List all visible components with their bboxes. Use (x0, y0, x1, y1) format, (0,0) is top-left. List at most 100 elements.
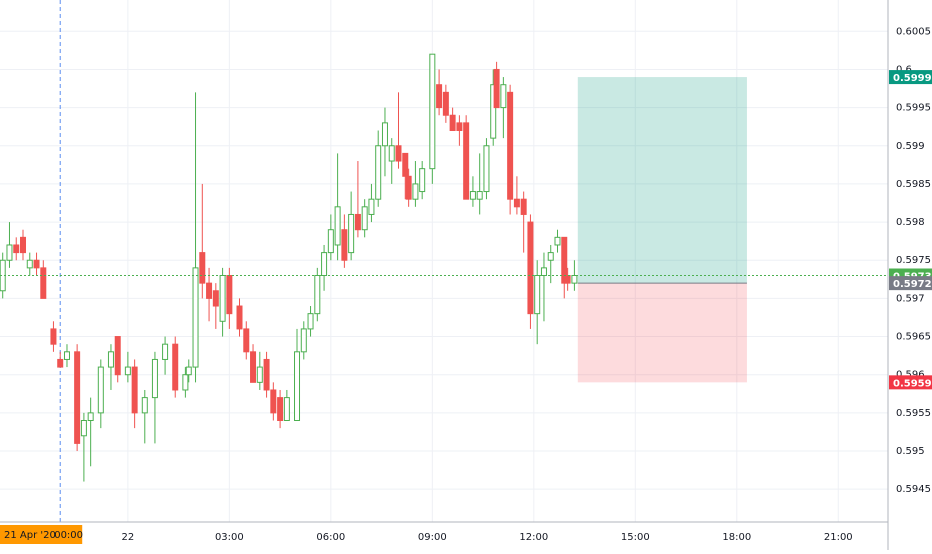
candle-body (354, 213, 361, 231)
candle-body (206, 282, 213, 299)
y-tick-label: 0.6 (896, 64, 912, 75)
candle-body (199, 252, 206, 284)
candle-body (571, 275, 578, 284)
candle-body (534, 275, 541, 315)
candle-body (185, 366, 192, 376)
candle-body (493, 68, 500, 109)
candle-body (270, 389, 277, 414)
y-tick-label: 0.5975 (896, 255, 931, 266)
x-tick-label: 03:00 (215, 532, 244, 543)
candle-body (500, 84, 507, 109)
candle-body (33, 259, 40, 269)
candle-body (507, 91, 514, 200)
candle-body (294, 351, 301, 422)
candle-body (368, 198, 375, 215)
candle-body (334, 206, 341, 246)
candle-body (107, 351, 114, 368)
candle-body (114, 336, 121, 376)
candle-body (307, 313, 314, 330)
price-tag-label: 0.5959 (893, 378, 932, 389)
crosshair-date: 21 Apr '20 (4, 530, 56, 541)
candle-body (547, 252, 554, 261)
y-tick-label: 0.596 (896, 370, 925, 381)
candle-body (463, 122, 470, 200)
y-tick-label: 0.595 (896, 446, 925, 457)
candle-body (13, 244, 20, 254)
candle-body (341, 229, 348, 261)
candle-body (6, 244, 13, 261)
y-tick-label: 0.599 (896, 141, 925, 152)
candle-body (97, 366, 104, 414)
candle-body (162, 343, 169, 360)
y-tick-label: 0.5965 (896, 332, 931, 343)
candle-body (151, 358, 158, 399)
candle-body (564, 275, 571, 284)
candle-body (74, 351, 81, 444)
crosshair-tag (0, 525, 83, 544)
candle-body (243, 328, 250, 353)
candle-body (361, 206, 368, 231)
candle-body (321, 252, 328, 277)
candle-body (182, 374, 189, 391)
candle-body (442, 91, 449, 116)
time-axis (0, 522, 888, 550)
x-tick-label: 18:00 (722, 532, 751, 543)
candle-body (402, 152, 409, 177)
target-zone (577, 77, 747, 284)
candle-body (141, 397, 148, 414)
y-tick-label: 0.5985 (896, 179, 931, 190)
x-tick-label: 21:00 (824, 532, 853, 543)
candle-body (263, 358, 270, 391)
candle-body (124, 366, 131, 376)
candle-body (20, 236, 27, 254)
candle-body (405, 175, 412, 200)
price-tag (889, 70, 932, 85)
candle-body (172, 343, 179, 391)
candle-body (87, 412, 94, 421)
candle-body (57, 358, 64, 368)
candle-body (449, 114, 456, 131)
price-tag (889, 375, 932, 390)
x-tick-label: 12:00 (519, 532, 548, 543)
candle-body (429, 53, 436, 170)
candle-body (131, 366, 138, 414)
candle-body (277, 397, 284, 421)
candle-body (527, 221, 534, 315)
candle-body (554, 236, 561, 246)
candle-body (513, 198, 520, 208)
candle-body (314, 275, 321, 315)
candle-body (256, 366, 263, 383)
candle-body (348, 213, 355, 254)
candle-body (40, 267, 47, 299)
stop-zone (577, 283, 747, 383)
candle-body (456, 122, 463, 132)
y-tick-label: 0.598 (896, 217, 925, 228)
y-tick-label: 0.6005 (896, 26, 931, 37)
candle-body (283, 397, 290, 421)
price-tag (889, 276, 932, 291)
x-tick-label: 09:00 (418, 532, 447, 543)
candle-body (236, 305, 243, 330)
candle-body (226, 275, 233, 315)
y-tick-label: 0.5955 (896, 408, 931, 419)
candle-body (483, 145, 490, 193)
candle-body (50, 328, 57, 345)
candle-body (490, 84, 497, 139)
x-tick-label: 15:00 (621, 532, 650, 543)
candle-body (327, 229, 334, 254)
candle-body (250, 351, 257, 383)
x-tick-label: 22 (122, 532, 135, 543)
candle-body (561, 236, 568, 284)
candle-body (381, 122, 388, 147)
candle-body (212, 290, 219, 307)
candle-body (520, 198, 527, 215)
y-tick-label: 0.5995 (896, 103, 931, 114)
candle-body (192, 267, 199, 368)
x-tick-label: 06:00 (316, 532, 345, 543)
price-tag-label: 0.5999 (893, 73, 932, 84)
candle-body (419, 168, 426, 193)
candle-body (476, 191, 483, 200)
y-tick-label: 0.5945 (896, 484, 931, 495)
